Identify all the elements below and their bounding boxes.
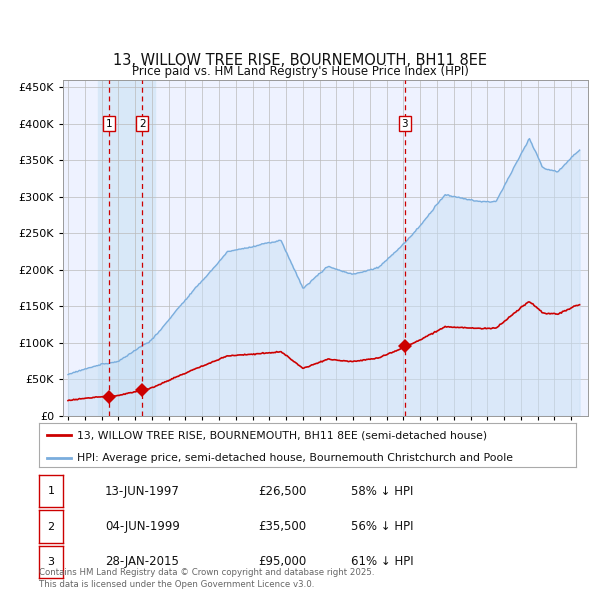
- Text: £35,500: £35,500: [258, 520, 306, 533]
- Text: 2: 2: [139, 119, 146, 129]
- Text: 1: 1: [106, 119, 112, 129]
- Text: 56% ↓ HPI: 56% ↓ HPI: [351, 520, 413, 533]
- Text: £26,500: £26,500: [258, 484, 307, 498]
- Text: 13, WILLOW TREE RISE, BOURNEMOUTH, BH11 8EE (semi-detached house): 13, WILLOW TREE RISE, BOURNEMOUTH, BH11 …: [77, 431, 487, 440]
- Text: 04-JUN-1999: 04-JUN-1999: [105, 520, 180, 533]
- Text: 28-JAN-2015: 28-JAN-2015: [105, 555, 179, 569]
- Text: £95,000: £95,000: [258, 555, 306, 569]
- Text: 61% ↓ HPI: 61% ↓ HPI: [351, 555, 413, 569]
- Text: 58% ↓ HPI: 58% ↓ HPI: [351, 484, 413, 498]
- Text: 13, WILLOW TREE RISE, BOURNEMOUTH, BH11 8EE: 13, WILLOW TREE RISE, BOURNEMOUTH, BH11 …: [113, 53, 487, 68]
- Text: 2: 2: [47, 522, 55, 532]
- Text: Contains HM Land Registry data © Crown copyright and database right 2025.
This d: Contains HM Land Registry data © Crown c…: [39, 568, 374, 589]
- Text: HPI: Average price, semi-detached house, Bournemouth Christchurch and Poole: HPI: Average price, semi-detached house,…: [77, 453, 512, 463]
- Bar: [98, 80, 155, 416]
- Text: 1: 1: [47, 486, 55, 496]
- Text: 13-JUN-1997: 13-JUN-1997: [105, 484, 180, 498]
- Text: Price paid vs. HM Land Registry's House Price Index (HPI): Price paid vs. HM Land Registry's House …: [131, 65, 469, 78]
- Text: 3: 3: [47, 557, 55, 567]
- Text: 3: 3: [401, 119, 408, 129]
